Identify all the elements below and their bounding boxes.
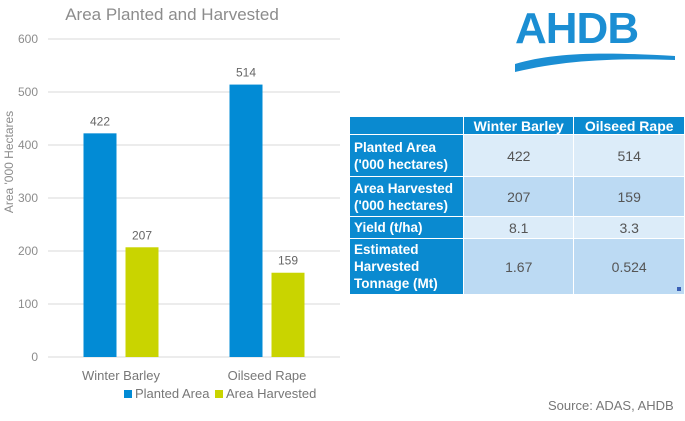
ahdb-logo: AHDB [515,4,680,74]
table-cell: 3.3 [573,216,685,239]
data-label: 159 [278,254,298,268]
bar [271,272,305,357]
data-label: 422 [90,114,110,128]
table-cell: 207 [463,176,575,217]
legend-label: Planted Area [135,386,210,401]
legend-swatch [124,390,132,398]
table-cell: 514 [573,134,685,177]
table-header-row: Winter Barley Oilseed Rape [348,116,685,135]
legend-label: Area Harvested [226,386,316,401]
table-cell: 159 [573,176,685,217]
chart-title: Area Planted and Harvested [65,5,279,24]
bar [83,133,117,357]
x-tick-label: Winter Barley [82,368,161,383]
y-tick-label: 300 [18,191,38,205]
table-row: Area Harvested ('000 hectares) 207 159 [348,176,685,217]
y-tick-label: 200 [18,244,38,258]
logo-wave-icon [515,53,675,72]
summary-table: Winter Barley Oilseed Rape Planted Area … [348,116,685,295]
table-row: Planted Area ('000 hectares) 422 514 [348,134,685,177]
bar [125,247,159,357]
table-row: Yield (t/ha) 8.1 3.3 [348,216,685,239]
y-tick-label: 100 [18,297,38,311]
y-tick-label: 400 [18,138,38,152]
row-label: Estimated Harvested Tonnage (Mt) [348,238,465,295]
table-row: Estimated Harvested Tonnage (Mt) 1.67 0.… [348,238,685,295]
legend-swatch [215,390,223,398]
x-tick-label: Oilseed Rape [228,368,307,383]
row-label: Area Harvested ('000 hectares) [348,176,465,217]
resize-handle-icon [677,287,681,291]
table-cell: 422 [463,134,575,177]
y-tick-label: 600 [18,32,38,46]
data-label: 207 [132,228,152,242]
y-axis-label: Area '000 Hectares [2,111,16,213]
logo-text: AHDB [515,4,639,53]
source-note: Source: ADAS, AHDB [548,398,674,413]
row-label: Planted Area ('000 hectares) [348,134,465,177]
table-cell: 1.67 [463,238,575,295]
data-label: 514 [236,66,256,80]
table-header-blank [348,116,465,135]
y-tick-label: 500 [18,85,38,99]
table-header: Oilseed Rape [573,116,685,135]
bar-chart: Area Planted and Harvested Area '000 Hec… [2,5,340,401]
y-tick-label: 0 [31,350,38,364]
table-cell: 8.1 [463,216,575,239]
row-label: Yield (t/ha) [348,216,465,239]
bar [229,84,263,357]
table-header: Winter Barley [463,116,575,135]
table-cell: 0.524 [573,238,685,295]
